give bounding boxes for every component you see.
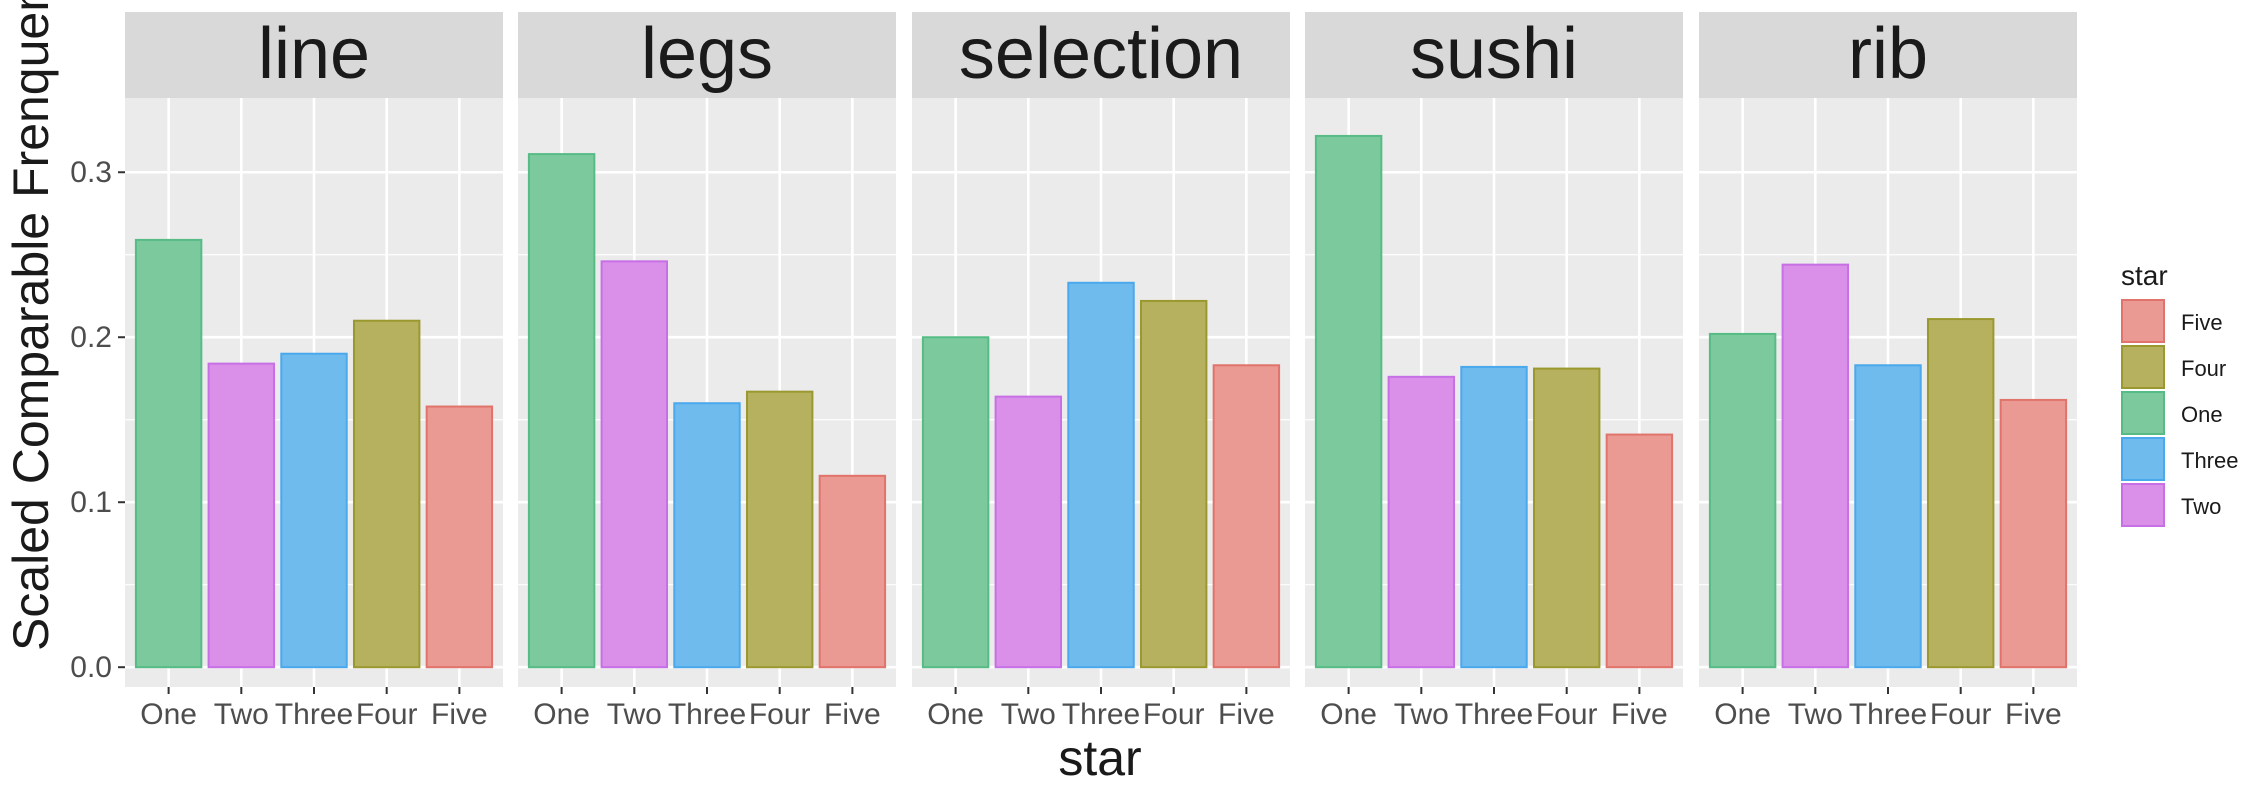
bar-two [1781, 263, 1850, 669]
legend-key-five [2121, 299, 2165, 343]
bar-two [994, 395, 1063, 669]
bar-four [1532, 367, 1601, 669]
y-axis-title: Scaled Comparable Frenquency [3, 0, 59, 651]
legend-title: star [2121, 260, 2168, 291]
bar-four [1139, 299, 1208, 669]
legend-label: Four [2181, 356, 2226, 381]
bar-one [134, 238, 203, 669]
bar-three [1067, 281, 1135, 669]
y-tick-label: 0.3 [70, 156, 112, 189]
facet-strip [518, 12, 896, 98]
bar-five [425, 405, 494, 669]
x-tick-label: Two [1394, 698, 1449, 731]
x-tick-label: Four [356, 698, 418, 731]
facet-strip [1305, 12, 1683, 98]
bar-five [1999, 398, 2068, 669]
x-tick-label: One [533, 698, 590, 731]
legend-key-four [2121, 345, 2165, 389]
x-tick-label: Four [1143, 698, 1205, 731]
x-tick-label: Three [1455, 698, 1533, 731]
bar-two [207, 362, 276, 669]
y-tick-label: 0.2 [70, 321, 112, 354]
bar-three [673, 402, 741, 669]
bar-four [745, 390, 814, 669]
bar-three [1460, 365, 1528, 669]
facet-strip [1699, 12, 2077, 98]
facet-strip-label: selection [959, 14, 1243, 94]
bar-four [1926, 318, 1995, 669]
x-axis-title: star [1058, 730, 1141, 786]
bar-four [352, 319, 421, 669]
x-tick-label: Two [607, 698, 662, 731]
y-tick-label: 0.0 [70, 651, 112, 684]
legend-label: One [2181, 402, 2223, 427]
x-tick-label: One [927, 698, 984, 731]
legend-key-three [2121, 437, 2165, 481]
x-tick-label: Two [1001, 698, 1056, 731]
legend-label: Five [2181, 310, 2223, 335]
facet-strip-label: rib [1848, 14, 1928, 94]
x-tick-label: Two [214, 698, 269, 731]
legend-label: Two [2181, 494, 2221, 519]
legend-key-one [2121, 391, 2165, 435]
x-tick-label: Two [1788, 698, 1843, 731]
bar-two [600, 260, 669, 669]
facet-strip-label: sushi [1410, 14, 1578, 94]
x-tick-label: Three [668, 698, 746, 731]
x-tick-label: One [1320, 698, 1377, 731]
x-tick-label: Three [275, 698, 353, 731]
x-tick-label: Four [749, 698, 811, 731]
bar-five [1605, 433, 1674, 669]
bar-three [1854, 364, 1922, 669]
x-tick-label: Five [1611, 698, 1668, 731]
bar-two [1387, 375, 1456, 669]
x-tick-label: One [140, 698, 197, 731]
facet-strip [912, 12, 1290, 98]
y-tick-label: 0.1 [70, 486, 112, 519]
bar-one [1314, 134, 1383, 669]
x-tick-label: Three [1062, 698, 1140, 731]
legend-label: Three [2181, 448, 2238, 473]
x-tick-label: Four [1536, 698, 1598, 731]
legend-key-two [2121, 483, 2165, 527]
x-tick-label: Four [1930, 698, 1992, 731]
bar-one [527, 153, 596, 669]
facet-strip [125, 12, 503, 98]
x-tick-label: Five [1218, 698, 1275, 731]
bar-one [921, 336, 990, 669]
bar-one [1708, 332, 1777, 669]
x-tick-label: One [1714, 698, 1771, 731]
facet-strip-label: line [258, 14, 370, 94]
bar-three [280, 352, 348, 669]
facet-strip-label: legs [641, 14, 773, 94]
x-tick-label: Five [431, 698, 488, 731]
x-tick-label: Five [2005, 698, 2062, 731]
bar-five [818, 474, 887, 669]
x-tick-label: Five [824, 698, 881, 731]
x-tick-label: Three [1849, 698, 1927, 731]
bar-five [1212, 364, 1281, 669]
